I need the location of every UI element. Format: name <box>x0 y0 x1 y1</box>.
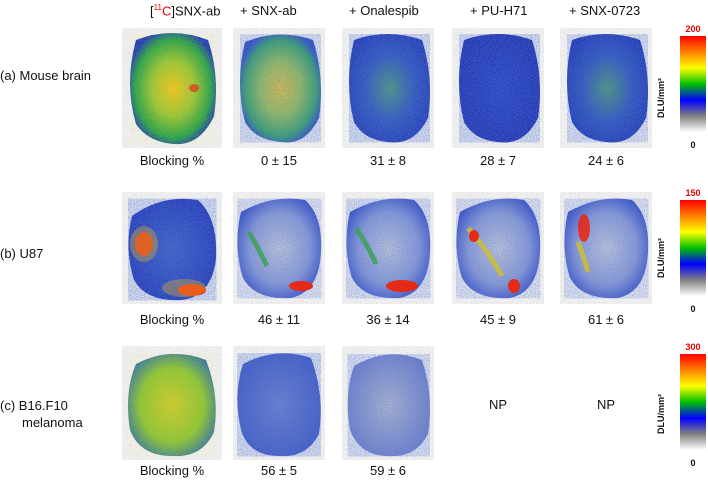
column-header-pu-h71: + PU-H71 <box>470 3 528 18</box>
colorbar-gradient <box>680 354 706 450</box>
colorbar-min: 0 <box>690 458 696 468</box>
row-label-u87: (b) U87 <box>0 246 44 261</box>
colorbar-min: 0 <box>690 304 696 314</box>
value-blocking: 31 ± 8 <box>369 153 407 168</box>
value-blocking: 45 ± 9 <box>479 312 517 327</box>
colorbar-b16f10: 300 0 <box>680 342 706 468</box>
column-header-snx-ab: + SNX-ab <box>240 3 297 18</box>
colorbar-gradient <box>680 36 706 132</box>
colorbar-gradient <box>680 200 706 296</box>
value-blocking: 36 ± 14 <box>366 312 410 327</box>
colorbar-min: 0 <box>690 140 696 150</box>
autoradiograph-u87-snx-0723 <box>560 192 652 304</box>
colorbar-max: 150 <box>685 188 701 198</box>
value-blocking-label: Blocking % <box>139 312 205 327</box>
colorbar-unit: DLU/mm² <box>656 78 666 118</box>
column-header-onalespib: + Onalespib <box>349 3 419 18</box>
value-blocking: 24 ± 6 <box>587 153 625 168</box>
autoradiograph-mouse-brain-snx-ab <box>233 28 325 148</box>
colorbar-max: 300 <box>685 342 701 352</box>
autoradiograph-mouse-brain-onalespib <box>342 28 434 148</box>
column-header-11c-snx-ab: [11C]SNX-ab <box>150 3 221 19</box>
autoradiograph-u87-onalespib <box>342 192 434 304</box>
autoradiograph-b16f10-baseline <box>122 346 222 460</box>
autoradiograph-u87-snx-ab <box>233 192 325 304</box>
value-blocking: 0 ± 15 <box>260 153 298 168</box>
not-performed-snx-0723: NP <box>597 397 616 412</box>
row-label-mouse-brain: (a) Mouse brain <box>0 68 92 83</box>
colorbar-unit: DLU/mm² <box>656 394 666 434</box>
autoradiograph-u87-baseline <box>122 192 222 304</box>
row-label-b16f10: (c) B16.F10 melanoma <box>0 398 83 430</box>
autoradiograph-u87-pu-h71 <box>452 192 544 304</box>
value-blocking-label: Blocking % <box>139 463 205 478</box>
value-blocking: 61 ± 6 <box>587 312 625 327</box>
colorbar-unit: DLU/mm² <box>656 238 666 278</box>
autoradiograph-b16f10-snx-ab <box>233 346 325 460</box>
autoradiograph-mouse-brain-snx-0723 <box>560 28 652 148</box>
value-blocking: 59 ± 6 <box>369 463 407 478</box>
value-blocking: 56 ± 5 <box>260 463 298 478</box>
autoradiograph-b16f10-onalespib <box>342 346 434 460</box>
not-performed-pu-h71: NP <box>489 397 508 412</box>
value-blocking-label: Blocking % <box>139 153 205 168</box>
column-header-snx-0723: + SNX-0723 <box>569 3 641 18</box>
value-blocking: 28 ± 7 <box>479 153 517 168</box>
colorbar-u87: 150 0 <box>680 188 706 314</box>
autoradiograph-mouse-brain-pu-h71 <box>452 28 544 148</box>
colorbar-max: 200 <box>685 24 701 34</box>
autoradiograph-mouse-brain-baseline <box>122 28 222 148</box>
colorbar-mouse-brain: 200 0 <box>680 24 706 150</box>
value-blocking: 46 ± 11 <box>257 312 301 327</box>
